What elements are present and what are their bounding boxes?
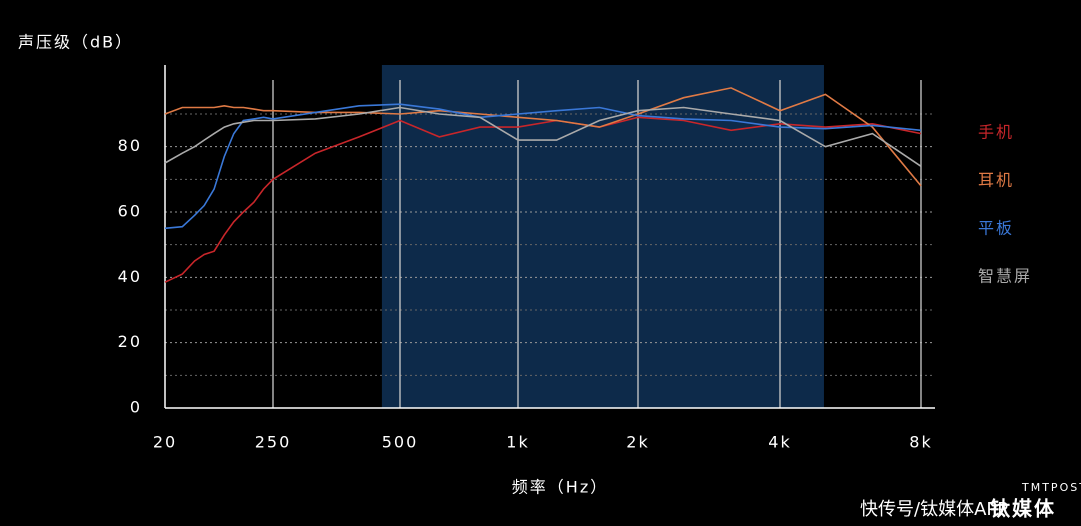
legend-label: 耳机 bbox=[978, 171, 1014, 190]
y-tick-label: 0 bbox=[130, 398, 142, 417]
y-tick-label: 20 bbox=[118, 332, 142, 351]
watermark: 钛媒体 bbox=[990, 497, 1056, 521]
grid-layer bbox=[164, 65, 935, 409]
y-tick-label: 80 bbox=[118, 136, 142, 155]
series-line bbox=[164, 103, 922, 230]
band-layer bbox=[381, 65, 824, 408]
y-tick-label: 60 bbox=[118, 202, 142, 221]
series-line bbox=[164, 106, 922, 167]
x-tick-label: 2k bbox=[626, 433, 649, 452]
x-axis-label: 频率（Hz） bbox=[512, 478, 608, 497]
x-tick-label: 20 bbox=[153, 433, 177, 452]
watermark: TMTPOST bbox=[1021, 481, 1081, 494]
legend-label: 手机 bbox=[978, 123, 1014, 142]
watermark: 快传号/钛媒体APP bbox=[860, 499, 1008, 520]
highlight-band bbox=[381, 65, 824, 408]
series-line bbox=[164, 87, 922, 187]
y-axis-label: 声压级（dB） bbox=[18, 33, 133, 52]
x-tick-label: 4k bbox=[768, 433, 791, 452]
x-tick-label: 250 bbox=[255, 433, 292, 452]
line-layer bbox=[164, 87, 922, 283]
x-tick-label: 1k bbox=[506, 433, 529, 452]
series-line bbox=[164, 116, 922, 283]
legend-label: 平板 bbox=[978, 219, 1014, 238]
legend-label: 智慧屏 bbox=[978, 267, 1032, 286]
x-tick-label: 8k bbox=[909, 433, 932, 452]
x-tick-label: 500 bbox=[382, 433, 419, 452]
y-tick-label: 40 bbox=[118, 267, 142, 286]
